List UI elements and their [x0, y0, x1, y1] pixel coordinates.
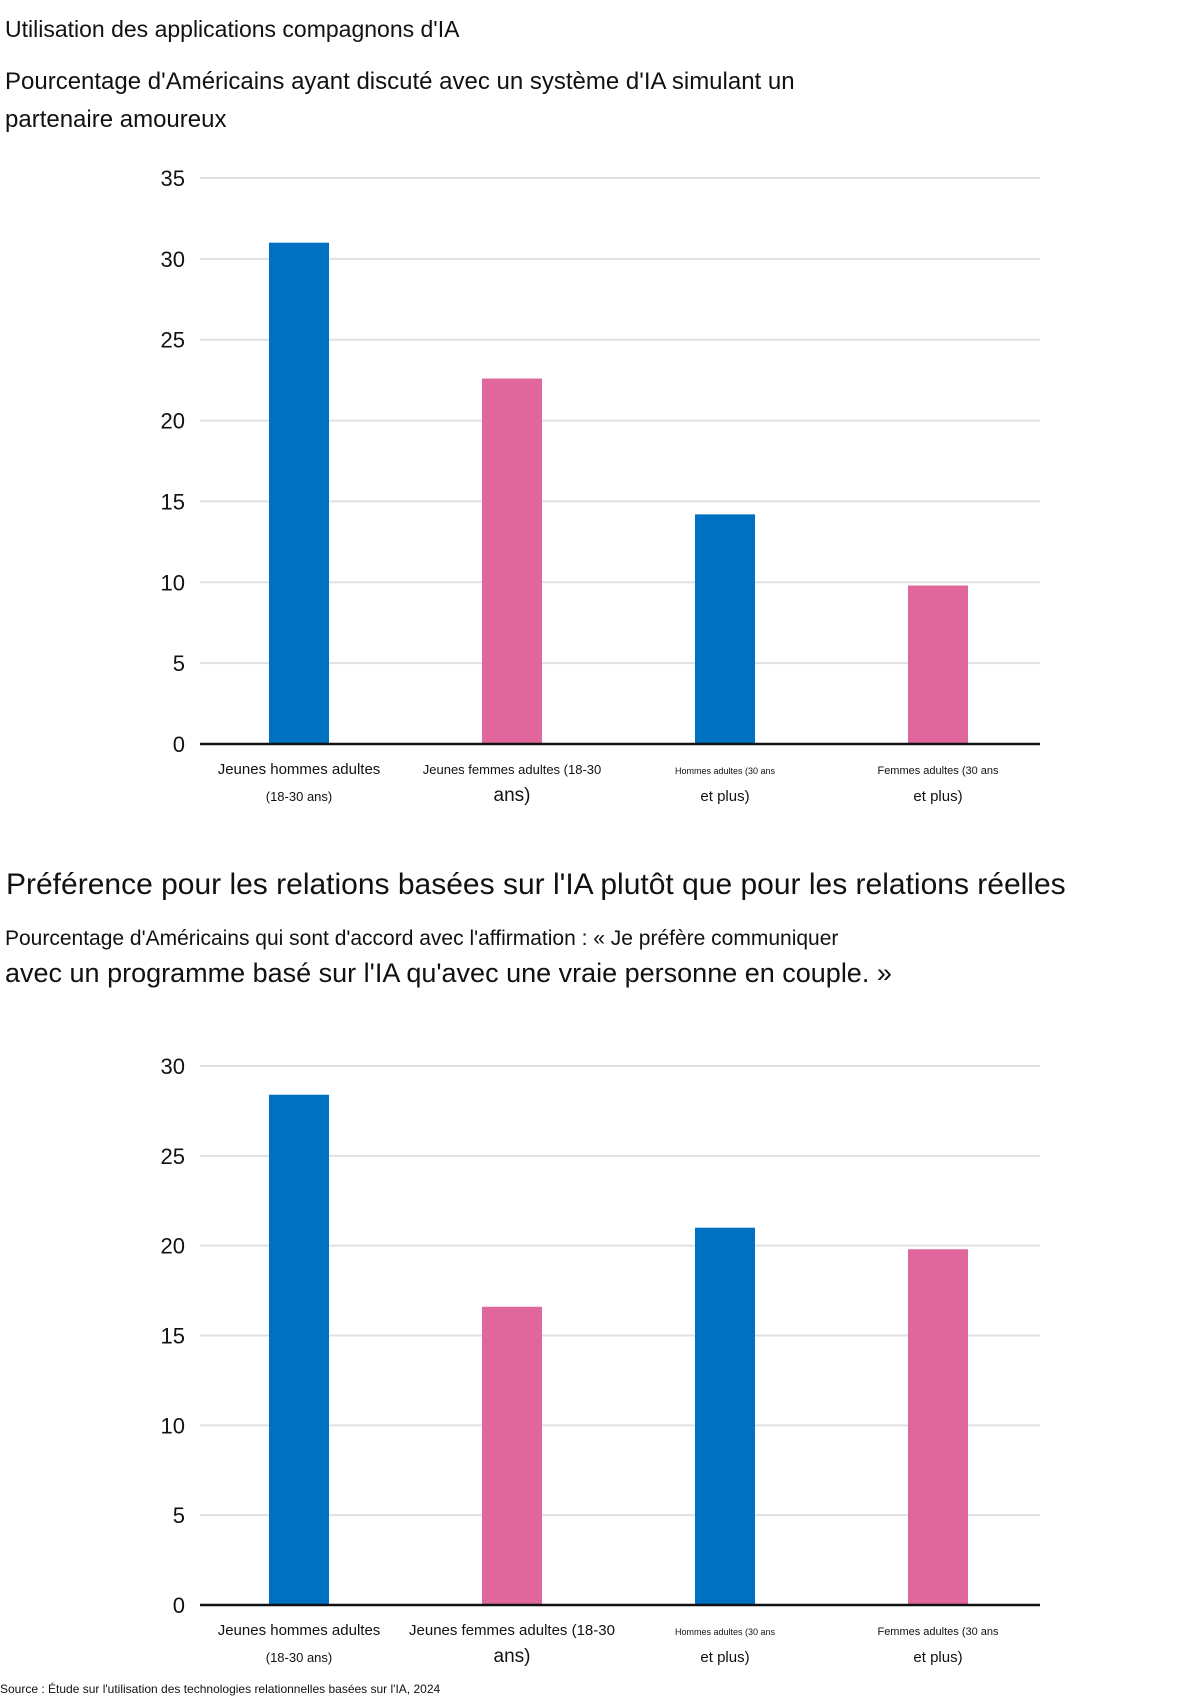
x-tick-label: (18-30 ans) — [266, 1650, 332, 1665]
x-tick-label: et plus) — [913, 1649, 962, 1666]
x-tick-label: Hommes adultes (30 ans — [675, 1627, 776, 1637]
bar — [695, 514, 755, 744]
chart-1-title: Utilisation des applications compagnons … — [5, 16, 460, 42]
y-tick-label: 30 — [161, 1054, 185, 1079]
source-note: Source : Étude sur l'utilisation des tec… — [0, 1682, 441, 1696]
bar — [695, 1227, 755, 1605]
bar — [269, 242, 329, 744]
y-tick-label: 0 — [173, 1593, 185, 1618]
y-tick-label: 10 — [161, 1413, 185, 1438]
x-tick-label: Jeunes hommes adultes — [218, 1622, 381, 1639]
x-tick-label: Femmes adultes (30 ans — [877, 765, 999, 777]
x-tick-label: Jeunes femmes adultes (18-30 — [409, 1622, 615, 1639]
y-tick-label: 15 — [161, 1324, 185, 1349]
y-tick-label: 15 — [161, 489, 185, 514]
x-tick-label: et plus) — [700, 788, 749, 805]
x-tick-label: Hommes adultes (30 ans — [675, 766, 776, 776]
x-tick-label: ans) — [494, 785, 531, 806]
chart-1-subtitle-line-1: Pourcentage d'Américains ayant discuté a… — [5, 68, 795, 95]
chart-2-title: Préférence pour les relations basées sur… — [6, 868, 1066, 901]
chart-2-subtitle-line-2: avec un programme basé sur l'IA qu'avec … — [5, 958, 892, 988]
x-tick-label: (18-30 ans) — [266, 789, 332, 804]
x-tick-label: et plus) — [700, 1649, 749, 1666]
chart-2-plot: 0 5 10 15 20 25 30 Jeunes hommes adultes (18-30 … — [161, 1054, 1040, 1667]
y-tick-label: 5 — [173, 651, 185, 676]
y-tick-label: 5 — [173, 1503, 185, 1528]
y-tick-label: 0 — [173, 732, 185, 757]
bar — [482, 1306, 542, 1605]
x-tick-label: ans) — [494, 1646, 531, 1667]
chart-1-subtitle-line-2: partenaire amoureux — [5, 106, 227, 133]
y-tick-label: 25 — [161, 1144, 185, 1169]
x-tick-label: Jeunes hommes adultes — [218, 761, 381, 778]
y-tick-label: 20 — [161, 1234, 185, 1259]
y-tick-label: 30 — [161, 247, 185, 272]
bar — [482, 378, 542, 744]
y-tick-label: 20 — [161, 409, 185, 434]
y-tick-label: 35 — [161, 166, 185, 191]
bar — [908, 585, 968, 744]
y-tick-label: 10 — [161, 570, 185, 595]
chart-2-subtitle-line-1: Pourcentage d'Américains qui sont d'acco… — [5, 927, 839, 950]
bar — [269, 1094, 329, 1605]
x-tick-label: Jeunes femmes adultes (18-30 — [423, 762, 601, 777]
x-tick-label: Femmes adultes (30 ans — [877, 1626, 999, 1638]
y-tick-label: 25 — [161, 328, 185, 353]
chart-1-plot: 0 5 10 15 20 25 30 35 Jeunes hommes adultes (18-3… — [161, 166, 1040, 806]
x-tick-label: et plus) — [913, 788, 962, 805]
bar — [908, 1249, 968, 1605]
